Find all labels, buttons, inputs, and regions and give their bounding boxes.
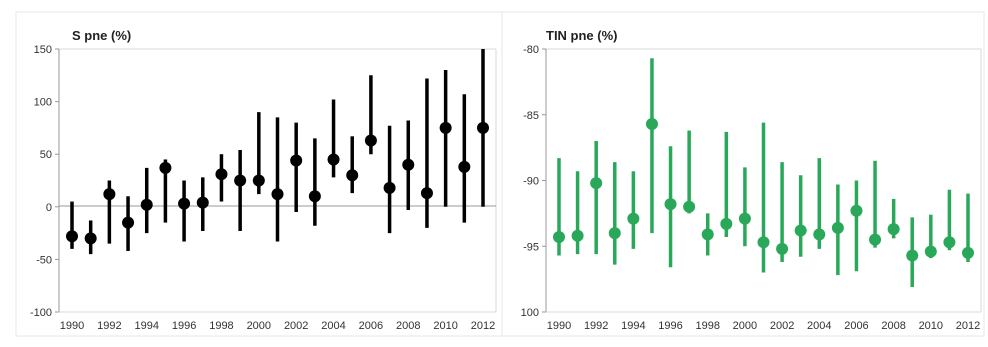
data-point [84, 232, 97, 245]
x-tick-label: 2006 [844, 320, 868, 332]
x-tick-label: 2000 [733, 320, 757, 332]
x-tick-label: 2010 [433, 320, 457, 332]
x-tick-label: 1996 [172, 320, 196, 332]
x-tick-label: 1994 [134, 320, 158, 332]
data-point [271, 188, 284, 201]
data-point [140, 198, 153, 211]
data-point [402, 158, 415, 171]
y-tick-label: -90 [523, 176, 539, 188]
data-point [553, 231, 565, 244]
data-point [943, 236, 956, 249]
data-point [346, 169, 359, 182]
data-point [122, 216, 135, 229]
x-tick-label: 2008 [396, 320, 420, 332]
data-point [364, 134, 377, 147]
data-point [477, 121, 489, 134]
data-point [439, 121, 452, 134]
data-point [831, 221, 844, 234]
data-point [813, 228, 826, 241]
y-tick-label: -85 [523, 110, 539, 122]
y-tick-label: 0 [46, 202, 52, 214]
x-tick-label: 1990 [547, 320, 571, 332]
x-tick-label: 2004 [321, 320, 345, 332]
data-point [887, 223, 900, 236]
y-tick-label: 100 [521, 307, 539, 319]
data-point [215, 168, 228, 181]
data-point [571, 229, 584, 242]
y-tick-label: -95 [523, 241, 539, 253]
data-point [252, 174, 265, 187]
panel-frame [501, 11, 985, 337]
y-tick-label: -80 [523, 44, 539, 56]
data-point [383, 181, 396, 194]
data-point [420, 187, 433, 200]
x-tick-label: 2002 [770, 320, 794, 332]
data-point [738, 212, 751, 225]
y-ticks: -100 -50 0 50 100 150 [30, 44, 59, 319]
x-tick-label: 2004 [807, 320, 831, 332]
data-marks [66, 49, 489, 255]
data-point [159, 161, 172, 174]
x-tick-label: 2010 [919, 320, 943, 332]
data-point [683, 200, 696, 213]
x-tick-label: 1990 [60, 320, 84, 332]
data-point [664, 198, 677, 211]
data-point [794, 224, 807, 237]
x-tick-label: 2012 [471, 320, 495, 332]
y-tick-label: 50 [40, 149, 52, 161]
data-point [608, 227, 621, 240]
y-tick-label: 150 [34, 44, 52, 56]
data-point [590, 177, 603, 190]
x-tick-label: 2006 [359, 320, 383, 332]
data-point [924, 245, 937, 258]
data-point [776, 242, 789, 255]
x-tick-label: 2008 [881, 320, 905, 332]
x-ticks: 1990 1992 1994 1996 1998 2000 2002 2004 2006 2008… [547, 320, 980, 332]
data-point [720, 217, 733, 230]
x-tick-label: 2000 [247, 320, 271, 332]
x-tick-label: 1994 [621, 320, 645, 332]
x-tick-label: 1998 [209, 320, 233, 332]
y-ticks: 100 -95 -90 -85 -80 [521, 44, 546, 319]
y-tick-label: -50 [36, 254, 52, 266]
chart-title: TIN pne (%) [546, 28, 618, 43]
data-point [850, 204, 863, 217]
data-point [869, 233, 882, 246]
x-tick-label: 1998 [695, 320, 719, 332]
data-point [178, 197, 191, 210]
chart-title: S pne (%) [72, 28, 131, 43]
data-point [196, 196, 209, 209]
x-tick-label: 2002 [284, 320, 308, 332]
data-marks [553, 58, 974, 288]
data-point [103, 188, 116, 201]
y-tick-label: 100 [34, 97, 52, 109]
data-point [458, 160, 471, 173]
panel-tin-pne: TIN pne (%) 100 -95 -90 -85 -80 1990 1992 1994… [501, 11, 985, 337]
y-tick-label: -100 [30, 307, 52, 319]
data-point [308, 190, 321, 203]
x-tick-label: 1992 [97, 320, 121, 332]
data-point [234, 174, 247, 187]
x-tick-label: 2012 [956, 320, 980, 332]
data-point [962, 246, 974, 259]
x-tick-label: 1992 [584, 320, 608, 332]
data-point [66, 230, 78, 243]
x-tick-label: 1996 [658, 320, 682, 332]
data-point [906, 249, 919, 262]
data-point [757, 236, 770, 249]
data-point [701, 228, 714, 241]
x-ticks: 1990 1992 1994 1996 1998 2000 2002 2004 2006 2008… [60, 320, 495, 332]
data-point [627, 212, 640, 225]
data-point [327, 153, 340, 166]
data-point [290, 154, 303, 167]
data-point [645, 117, 658, 130]
